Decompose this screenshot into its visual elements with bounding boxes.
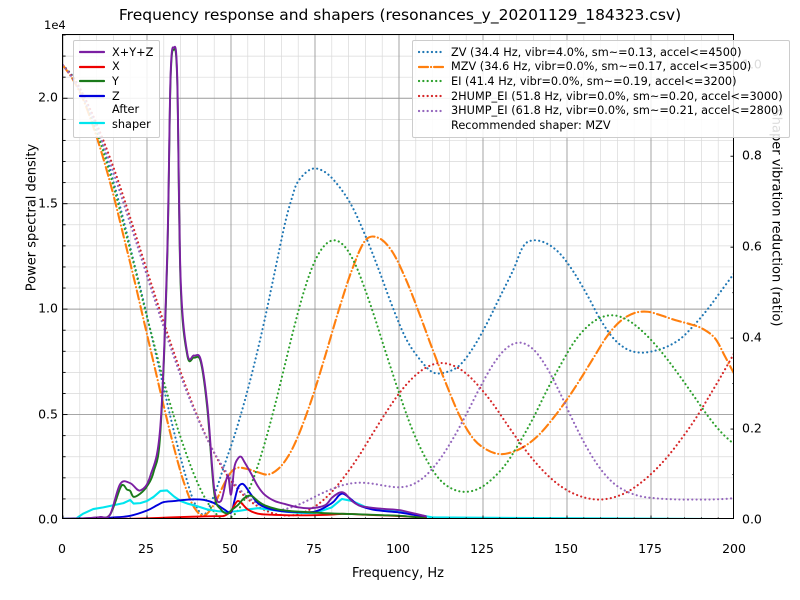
legend-item-after-shaper[interactable]: After shaper [79, 103, 153, 132]
legend-item-label: EI (41.4 Hz, vibr=0.0%, sm~=0.19, accel<… [451, 74, 737, 88]
legend-item-ei[interactable]: EI (41.4 Hz, vibr=0.0%, sm~=0.19, accel<… [418, 74, 783, 89]
x-tick-label: 125 [470, 541, 494, 556]
y-axis-offset-label: 1e4 [44, 18, 66, 32]
legend-item-mzv[interactable]: MZV (34.6 Hz, vibr=0.0%, sm~=0.17, accel… [418, 60, 783, 75]
psd-curves [63, 45, 716, 518]
y-tick-label-right: 0.4 [742, 329, 762, 345]
legend-swatch-icon [79, 61, 105, 73]
x-tick-label: 50 [222, 541, 238, 556]
legend-item-label: ZV (34.4 Hz, vibr=4.0%, sm~=0.13, accel<… [451, 45, 742, 59]
psd-curve-x-y-z [63, 45, 427, 518]
legend-item-label: MZV (34.6 Hz, vibr=0.0%, sm~=0.17, accel… [451, 60, 752, 74]
y-tick-label-left: 0.0 [38, 511, 58, 527]
legend-item-2hump_ei[interactable]: 2HUMP_EI (51.8 Hz, vibr=0.0%, sm~=0.20, … [418, 89, 783, 104]
x-tick-label: 75 [306, 541, 322, 556]
legend-item-label: X+Y+Z [112, 45, 154, 59]
recommended-shaper-note: Recommended shaper: MZV [451, 118, 611, 132]
plot-canvas [63, 35, 733, 518]
legend-item-x[interactable]: X [79, 60, 153, 75]
legend-swatch-icon [418, 75, 444, 87]
x-tick-label: 0 [58, 541, 66, 556]
y-tick-label-right: 0.2 [742, 420, 762, 436]
legend-swatch-icon [418, 61, 444, 73]
legend-item-y[interactable]: Y [79, 74, 153, 89]
y-tick-label-right: 0.8 [742, 147, 762, 163]
x-tick-label: 100 [386, 541, 410, 556]
x-axis-label: Frequency, Hz [351, 566, 445, 581]
x-tick-label: 200 [722, 541, 746, 556]
legend-swatch-icon [418, 90, 444, 102]
legend-item-x-y-z[interactable]: X+Y+Z [79, 45, 153, 60]
shaper-curve-3hump_ei [63, 64, 733, 512]
psd-curve-after-shaper-tail [432, 516, 716, 518]
psd-curve-y [63, 48, 427, 518]
legend-shapers: ZV (34.4 Hz, vibr=4.0%, sm~=0.13, accel<… [412, 40, 790, 138]
legend-swatch-icon [418, 46, 444, 58]
legend-swatch-icon [79, 117, 105, 129]
shaper-curve-zv [63, 64, 733, 516]
legend-item-label: Z [112, 89, 120, 103]
y-tick-label-left: 0.5 [38, 406, 58, 422]
legend-item-label: After shaper [112, 103, 151, 131]
shaper-curve-mzv [63, 64, 733, 517]
legend-swatch-icon [79, 75, 105, 87]
legend-item-label: 2HUMP_EI (51.8 Hz, vibr=0.0%, sm~=0.20, … [451, 89, 783, 103]
legend-item-z[interactable]: Z [79, 89, 153, 104]
legend-item-label: 3HUMP_EI (61.8 Hz, vibr=0.0%, sm~=0.21, … [451, 104, 783, 118]
legend-psd: X+Y+Z X Y Z After shaper [73, 40, 161, 138]
y-tick-label-right: 0.6 [742, 238, 762, 254]
x-tick-label: 150 [554, 541, 578, 556]
tick-marks [63, 35, 733, 518]
x-tick-label: 175 [638, 541, 662, 556]
shaper-curve-2hump_ei [63, 64, 733, 517]
legend-item-3hump_ei[interactable]: 3HUMP_EI (61.8 Hz, vibr=0.0%, sm~=0.21, … [418, 103, 783, 118]
legend-swatch-icon [79, 90, 105, 102]
legend-item-label: Y [112, 74, 119, 88]
y-axis-label-left: Power spectral density [24, 143, 40, 292]
legend-item-zv[interactable]: ZV (34.4 Hz, vibr=4.0%, sm~=0.13, accel<… [418, 45, 783, 60]
legend-swatch-icon [418, 105, 444, 117]
y-tick-label-right: 0.0 [742, 511, 762, 527]
shaper-curve-ei [63, 64, 733, 518]
y-tick-label-left: 1.5 [38, 195, 58, 211]
legend-swatch-icon [79, 46, 105, 58]
shaper-curves [63, 64, 733, 518]
page-title: Frequency response and shapers (resonanc… [118, 6, 682, 24]
y-tick-label-left: 1.0 [38, 300, 58, 316]
y-tick-label-left: 2.0 [38, 89, 58, 105]
x-tick-label: 25 [138, 541, 154, 556]
legend-item-label: X [112, 60, 120, 74]
